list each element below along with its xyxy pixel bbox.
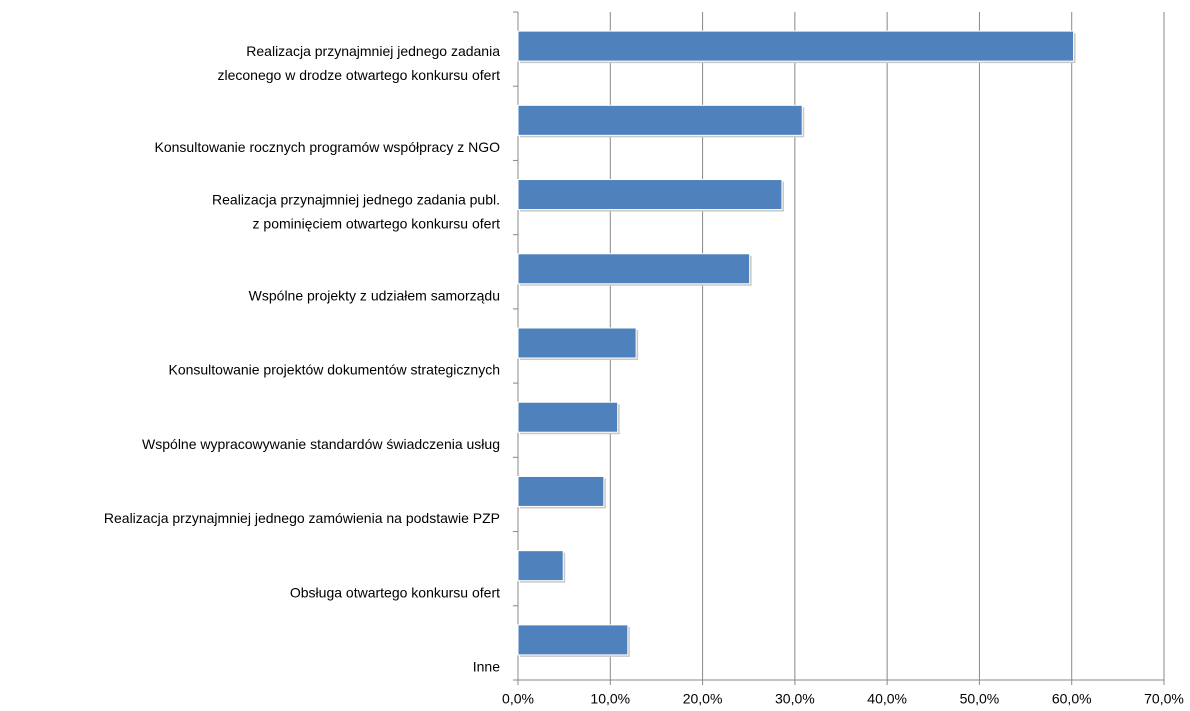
x-tick-label: 60,0% bbox=[1052, 691, 1092, 707]
x-tick-label: 10,0% bbox=[590, 691, 630, 707]
bar bbox=[517, 179, 783, 211]
bar bbox=[517, 624, 629, 656]
x-tick-label: 30,0% bbox=[775, 691, 815, 707]
bar bbox=[517, 401, 619, 433]
y-tick-label: Obsługa otwartego konkursu ofert bbox=[290, 584, 500, 600]
y-tick-label: Konsultowanie rocznych programów współpr… bbox=[155, 139, 501, 155]
x-tick-label: 20,0% bbox=[683, 691, 723, 707]
bar bbox=[517, 475, 605, 507]
bar bbox=[517, 253, 751, 285]
x-tick-label: 70,0% bbox=[1144, 691, 1184, 707]
y-tick-label: Wspólne wypracowywanie standardów świadc… bbox=[142, 436, 500, 452]
bar bbox=[517, 327, 637, 359]
bar bbox=[517, 550, 564, 582]
y-tick-label: Realizacja przynajmniej jednego zamówien… bbox=[104, 510, 500, 526]
y-tick-label: Realizacja przynajmniej jednego zadania … bbox=[212, 191, 500, 231]
x-tick-label: 40,0% bbox=[867, 691, 907, 707]
bar bbox=[517, 104, 803, 136]
x-tick-label: 50,0% bbox=[960, 691, 1000, 707]
bar bbox=[517, 30, 1075, 62]
y-tick-label: Inne bbox=[473, 659, 500, 675]
x-tick-label: 0,0% bbox=[502, 691, 534, 707]
y-tick-label: Realizacja przynajmniej jednego zadania z… bbox=[218, 43, 501, 83]
y-tick-label: Konsultowanie projektów dokumentów strat… bbox=[168, 362, 500, 378]
y-tick-label: Wspólne projekty z udziałem samorządu bbox=[249, 287, 500, 303]
